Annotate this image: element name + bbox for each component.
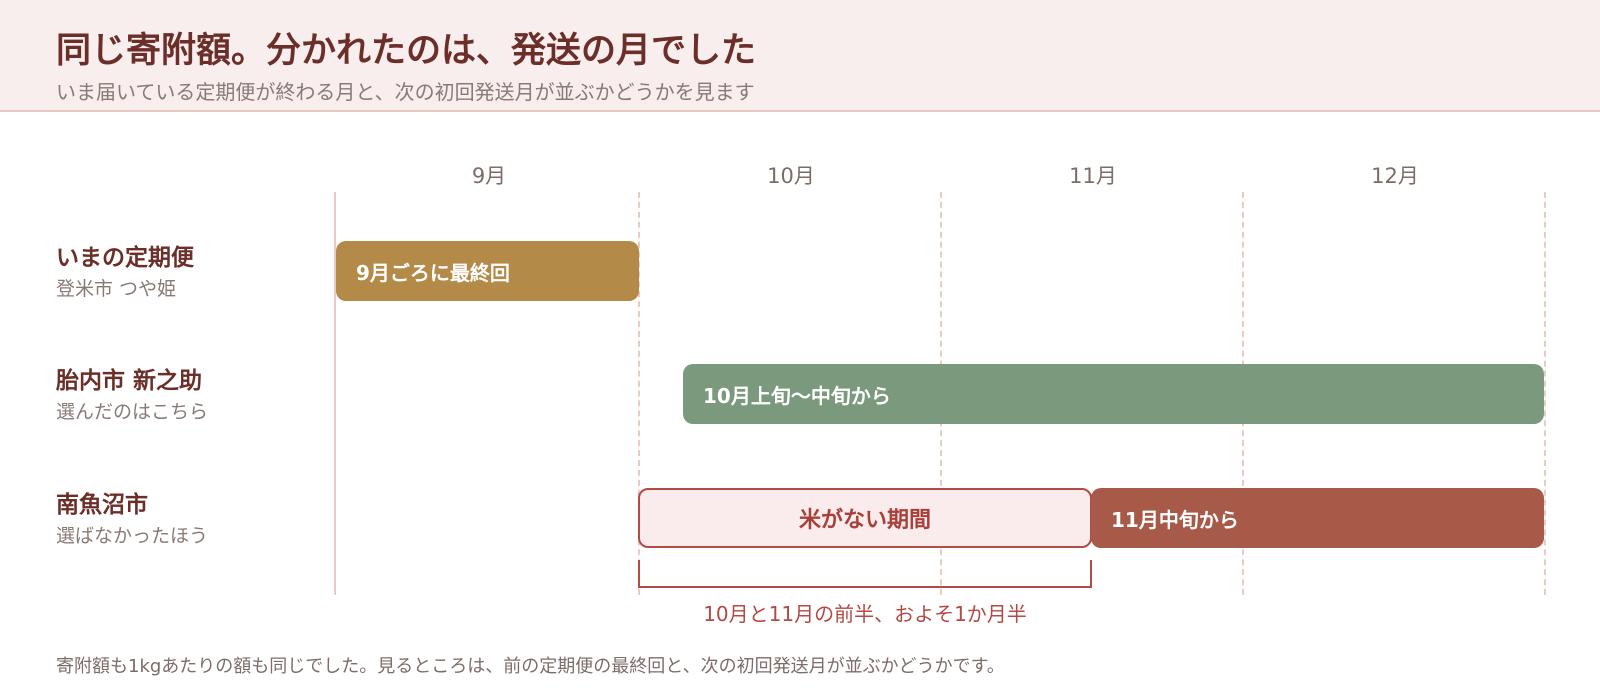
bar-minamiuonuma-start: 11月中旬から: [1091, 488, 1544, 548]
bar-tainai-start: 10月上旬〜中旬から: [683, 364, 1544, 424]
month-label-oct: 10月: [767, 164, 815, 188]
page-subtitle: いま届いている定期便が終わる月と、次の初回発送月が並ぶかどうかを見ます: [56, 80, 755, 104]
bar-no-rice-period: 米がない期間: [638, 488, 1092, 548]
header: 同じ寄附額。分かれたのは、発送の月でした いま届いている定期便が終わる月と、次の…: [0, 0, 1600, 112]
row-title-minamiuonuma: 南魚沼市: [56, 492, 148, 518]
row-sub-minamiuonuma: 選ばなかったほう: [56, 525, 209, 547]
page-title: 同じ寄附額。分かれたのは、発送の月でした: [56, 31, 757, 71]
gap-bracket: [638, 560, 1092, 588]
month-label-nov: 11月: [1069, 164, 1117, 188]
month-label-sep: 9月: [471, 164, 507, 188]
month-divider-end: [1544, 192, 1546, 595]
row-title-current: いまの定期便: [56, 245, 194, 271]
bar-current-last-delivery: 9月ごろに最終回: [336, 241, 639, 301]
row-sub-current: 登米市 つや姫: [56, 278, 177, 300]
gap-bracket-label: 10月と11月の前半、およそ1か月半: [703, 602, 1027, 626]
footer-note: 寄附額も1kgあたりの額も同じでした。見るところは、前の定期便の最終回と、次の初…: [56, 656, 1005, 677]
timeline-start-line: [334, 192, 336, 595]
month-divider-oct: [638, 192, 640, 595]
month-label-dec: 12月: [1371, 164, 1419, 188]
row-title-tainai: 胎内市 新之助: [56, 368, 203, 394]
row-sub-tainai: 選んだのはこちら: [56, 401, 209, 423]
